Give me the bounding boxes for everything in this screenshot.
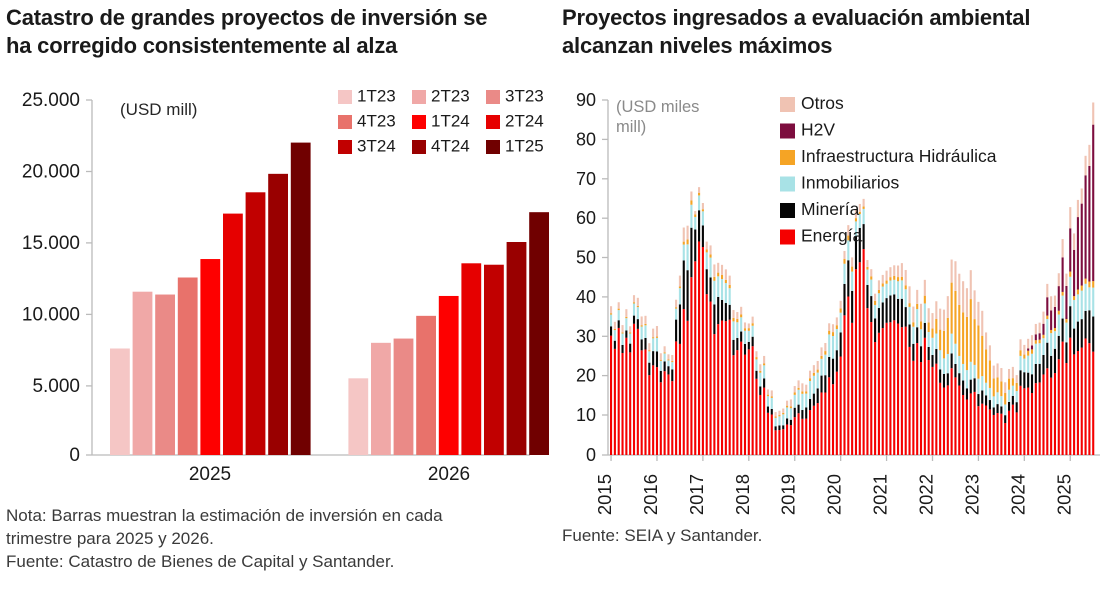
svg-text:0: 0 bbox=[586, 445, 596, 465]
svg-text:2018: 2018 bbox=[732, 474, 753, 515]
svg-text:2016: 2016 bbox=[640, 474, 661, 515]
svg-text:Energía: Energía bbox=[801, 226, 863, 246]
svg-text:2026: 2026 bbox=[428, 464, 470, 485]
svg-text:2022: 2022 bbox=[916, 474, 937, 515]
svg-text:(USD miles: (USD miles bbox=[616, 98, 699, 116]
svg-text:2021: 2021 bbox=[870, 474, 891, 515]
svg-text:2015: 2015 bbox=[594, 474, 615, 515]
svg-text:3T23: 3T23 bbox=[505, 87, 544, 106]
svg-text:25.000: 25.000 bbox=[22, 90, 80, 111]
svg-text:1T24: 1T24 bbox=[431, 112, 470, 131]
svg-text:0: 0 bbox=[69, 445, 80, 466]
svg-text:H2V: H2V bbox=[801, 120, 835, 140]
svg-text:2023: 2023 bbox=[961, 474, 982, 515]
svg-text:Minería: Minería bbox=[801, 199, 860, 219]
svg-text:10: 10 bbox=[576, 405, 596, 425]
svg-text:90: 90 bbox=[576, 90, 596, 110]
svg-text:1T25: 1T25 bbox=[505, 137, 544, 156]
svg-text:20: 20 bbox=[576, 366, 596, 386]
svg-text:5.000: 5.000 bbox=[32, 376, 80, 397]
svg-text:(USD mill): (USD mill) bbox=[120, 100, 197, 119]
svg-text:Inmobiliarios: Inmobiliarios bbox=[801, 173, 899, 193]
svg-text:2019: 2019 bbox=[778, 474, 799, 515]
svg-text:4T23: 4T23 bbox=[357, 112, 396, 131]
svg-text:2T24: 2T24 bbox=[505, 112, 544, 131]
svg-text:4T24: 4T24 bbox=[431, 137, 470, 156]
svg-text:70: 70 bbox=[576, 169, 596, 189]
svg-text:40: 40 bbox=[576, 287, 596, 307]
svg-text:2020: 2020 bbox=[824, 474, 845, 515]
svg-text:2025: 2025 bbox=[189, 464, 231, 485]
svg-text:mill): mill) bbox=[616, 118, 646, 136]
svg-text:2025: 2025 bbox=[1053, 474, 1074, 515]
svg-text:50: 50 bbox=[576, 248, 596, 268]
svg-text:60: 60 bbox=[576, 208, 596, 228]
svg-text:1T23: 1T23 bbox=[357, 87, 396, 106]
svg-text:15.000: 15.000 bbox=[22, 233, 80, 254]
svg-text:2024: 2024 bbox=[1007, 474, 1028, 515]
svg-text:2017: 2017 bbox=[686, 474, 707, 515]
svg-text:Infraestructura Hidráulica: Infraestructura Hidráulica bbox=[801, 146, 997, 166]
svg-text:3T24: 3T24 bbox=[357, 137, 396, 156]
svg-text:80: 80 bbox=[576, 129, 596, 149]
svg-text:10.000: 10.000 bbox=[22, 304, 80, 325]
svg-text:2T23: 2T23 bbox=[431, 87, 470, 106]
svg-text:Otros: Otros bbox=[801, 93, 844, 113]
svg-text:20.000: 20.000 bbox=[22, 162, 80, 183]
svg-text:30: 30 bbox=[576, 326, 596, 346]
